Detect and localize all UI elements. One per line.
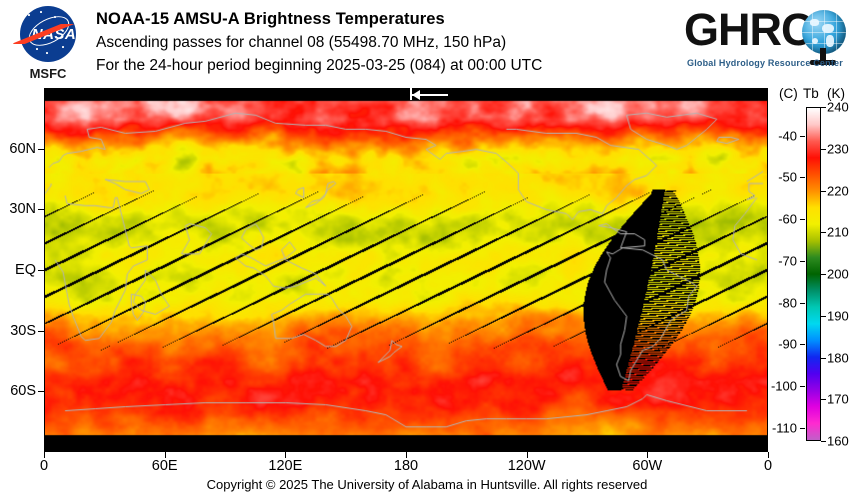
globe-base bbox=[810, 60, 836, 65]
map-plot-area bbox=[44, 88, 768, 452]
colorbar-tick-celsius bbox=[800, 427, 805, 429]
y-tick-label: 30S bbox=[10, 322, 36, 339]
colorbar-variable-label: Tb bbox=[803, 86, 819, 101]
colorbar-label-celsius: -40 bbox=[778, 128, 797, 144]
colorbar-tick-kelvin bbox=[821, 148, 826, 150]
y-tick bbox=[38, 148, 44, 150]
subtitle-channel: Ascending passes for channel 08 (55498.7… bbox=[96, 34, 507, 51]
y-tick-label: 60N bbox=[9, 140, 36, 157]
colorbar-label-celsius: -60 bbox=[778, 211, 797, 227]
ghrc-acronym: GHRC bbox=[684, 4, 813, 55]
colorbar-label-celsius: -80 bbox=[778, 295, 797, 311]
colorbar-tick-celsius bbox=[800, 219, 805, 221]
colorbar-tick-kelvin bbox=[821, 274, 826, 275]
y-tick bbox=[38, 391, 44, 393]
x-tick-label: 0 bbox=[39, 458, 49, 474]
x-tick bbox=[164, 452, 166, 458]
colorbar-label-kelvin: 190 bbox=[827, 308, 849, 324]
colorbar-tick-kelvin bbox=[821, 232, 826, 234]
x-tick bbox=[647, 452, 649, 458]
colorbar-label-celsius: -100 bbox=[770, 378, 797, 394]
colorbar-tick-kelvin bbox=[821, 441, 826, 442]
x-tick bbox=[285, 452, 287, 458]
colorbar-gradient bbox=[806, 107, 821, 441]
colorbar-label-kelvin: 220 bbox=[827, 183, 849, 198]
colorbar-unit-kelvin: (K) bbox=[827, 86, 845, 101]
colorbar-tick-celsius bbox=[800, 302, 805, 304]
ghrc-logo: GHRC Global Hydrology Resource Center bbox=[684, 4, 850, 80]
y-tick bbox=[38, 209, 44, 211]
x-tick-label: 0 bbox=[763, 458, 773, 474]
y-tick-label: 30N bbox=[9, 201, 36, 218]
x-tick-label: 60W bbox=[632, 458, 663, 474]
copyright-notice: Copyright © 2025 The University of Alaba… bbox=[206, 477, 648, 492]
colorbar-label-celsius: -90 bbox=[778, 336, 797, 352]
y-tick bbox=[38, 330, 44, 332]
ghrc-tagline: Global Hydrology Resource Center bbox=[687, 58, 843, 68]
colorbar-tick-celsius bbox=[800, 344, 805, 346]
x-tick bbox=[44, 452, 45, 458]
y-tick-label: EQ bbox=[15, 262, 36, 278]
colorbar-label-kelvin: 170 bbox=[827, 391, 849, 407]
colorbar-label-celsius: -70 bbox=[778, 253, 797, 269]
colorbar-tick-kelvin bbox=[821, 107, 826, 108]
colorbar-tick-celsius bbox=[800, 260, 805, 262]
colorbar-label-kelvin: 240 bbox=[827, 99, 849, 115]
globe-stand bbox=[820, 48, 826, 62]
page-title: NOAA-15 AMSU-A Brightness Temperatures bbox=[96, 10, 445, 28]
colorbar-tick-celsius bbox=[800, 386, 805, 388]
colorbar-label-kelvin: 160 bbox=[827, 433, 849, 449]
colorbar-label-kelvin: 210 bbox=[827, 224, 849, 240]
x-tick-label: 120E bbox=[268, 458, 303, 474]
subtitle-period: For the 24-hour period beginning 2025-03… bbox=[96, 57, 543, 74]
nasa-logo: NASA MSFC bbox=[12, 6, 82, 84]
msfc-label: MSFC bbox=[29, 66, 67, 81]
colorbar-label-kelvin: 230 bbox=[827, 141, 849, 157]
y-axis-latitude: 60N 30N EQ 30S 60S bbox=[0, 0, 36, 502]
brightness-temperature-heatmap bbox=[45, 89, 767, 451]
colorbar-label-celsius: -110 bbox=[771, 420, 797, 436]
colorbar-tick-kelvin bbox=[821, 315, 826, 317]
colorbar-tick-celsius bbox=[800, 135, 805, 137]
x-tick-label: 180 bbox=[393, 458, 419, 474]
y-tick-label: 60S bbox=[10, 383, 36, 400]
colorbar-label-kelvin: 200 bbox=[827, 266, 849, 282]
x-tick bbox=[526, 452, 528, 458]
x-tick bbox=[768, 452, 769, 458]
colorbar-tick-kelvin bbox=[821, 357, 826, 359]
colorbar-unit-celsius: (C) bbox=[779, 86, 798, 101]
colorbar-tick-kelvin bbox=[821, 190, 826, 192]
title-block: NOAA-15 AMSU-A Brightness Temperatures A… bbox=[96, 8, 656, 77]
globe-icon bbox=[802, 10, 846, 54]
x-tick-label: 60E bbox=[151, 458, 178, 474]
x-tick-label: 120W bbox=[507, 458, 546, 474]
colorbar-label-kelvin: 180 bbox=[827, 350, 849, 365]
left-arrow-marker bbox=[410, 86, 452, 102]
colorbar-label-celsius: -50 bbox=[778, 169, 797, 185]
x-tick bbox=[406, 452, 407, 458]
colorbar-tick-kelvin bbox=[821, 399, 826, 401]
colorbar-tick-celsius bbox=[800, 177, 805, 179]
y-tick bbox=[38, 270, 44, 271]
